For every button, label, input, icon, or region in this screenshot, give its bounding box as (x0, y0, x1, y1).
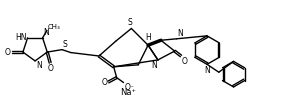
Text: O: O (5, 48, 11, 57)
Text: O: O (47, 64, 53, 73)
Text: O: O (182, 57, 188, 66)
Text: N: N (204, 66, 210, 75)
Text: S: S (128, 18, 132, 27)
Text: CH₃: CH₃ (47, 24, 60, 30)
Text: N: N (36, 61, 42, 70)
Text: O: O (101, 77, 107, 87)
Text: H: H (145, 33, 151, 42)
Text: N: N (43, 28, 49, 37)
Text: Na⁺: Na⁺ (121, 88, 136, 97)
Text: HN: HN (16, 33, 27, 42)
Text: N: N (151, 61, 157, 70)
Text: N: N (177, 29, 183, 38)
Text: S: S (62, 40, 67, 49)
Text: O⁻: O⁻ (124, 83, 134, 92)
